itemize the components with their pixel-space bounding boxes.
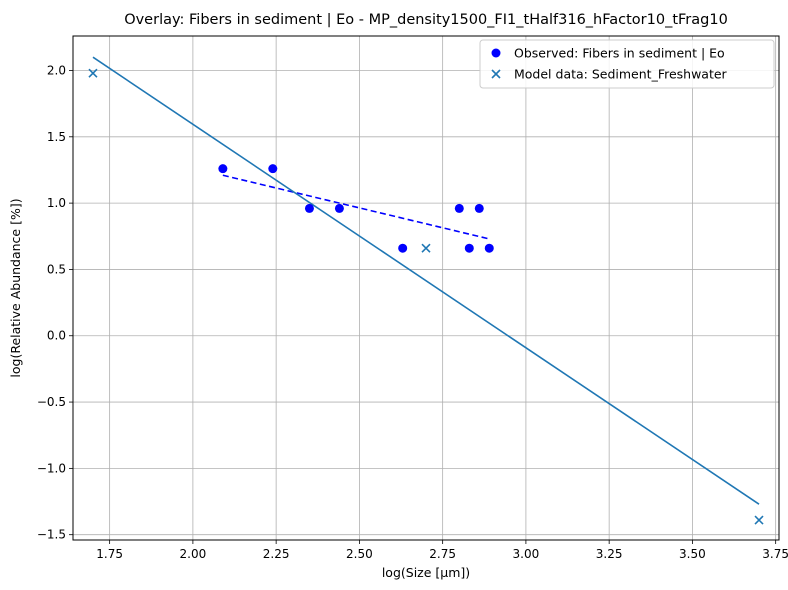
y-tick-label: 1.5 (47, 130, 66, 144)
y-tick-label: 0.5 (47, 262, 66, 276)
plot-frame (72, 35, 780, 541)
x-axis-label: log(Size [µm]) (382, 565, 470, 580)
legend-entry: Observed: Fibers in sediment | Eo (514, 46, 725, 61)
x-tick-label: 1.75 (96, 547, 123, 561)
observed-point (218, 164, 228, 174)
observed-point (454, 203, 464, 213)
model-point (754, 515, 764, 525)
observed-point (304, 203, 314, 213)
observed-point (474, 203, 484, 213)
model-point (88, 68, 98, 78)
x-tick-label: 3.25 (596, 547, 623, 561)
y-tick-label: −1.0 (37, 461, 66, 475)
legend: Observed: Fibers in sediment | Eo Model d… (479, 39, 775, 89)
x-tick-label: 2.00 (180, 547, 207, 561)
x-tick-label: 3.75 (762, 547, 788, 561)
y-tick-label: 2.0 (47, 63, 66, 77)
x-tick-label: 3.00 (513, 547, 540, 561)
observed-point (398, 243, 408, 253)
observed-point (464, 243, 474, 253)
legend-box (479, 39, 775, 89)
model-trend-line (92, 56, 760, 505)
x-tick-label: 2.25 (263, 547, 290, 561)
legend-entry: Model data: Sediment_Freshwater (514, 67, 728, 82)
y-axis-label: log(Relative Abundance [%]) (8, 198, 23, 377)
plot-area (88, 56, 764, 525)
grid (73, 36, 779, 540)
axis-ticks: 1.75 2.00 2.25 2.50 2.75 3.00 3.25 3.50 3.75 −1.5… (37, 63, 788, 561)
model-point (421, 243, 431, 253)
observed-point (484, 243, 494, 253)
y-tick-label: −1.5 (37, 528, 66, 542)
y-tick-label: −0.5 (37, 395, 66, 409)
x-tick-label: 3.50 (679, 547, 706, 561)
x-tick-label: 2.50 (346, 547, 373, 561)
y-tick-label: 1.0 (47, 196, 66, 210)
observed-point (268, 164, 278, 174)
observed-trend-line (222, 174, 490, 240)
chart-title: Overlay: Fibers in sediment | Eo - MP_de… (124, 12, 728, 28)
legend-marker-observed (491, 48, 501, 58)
y-tick-label: 0.0 (47, 329, 66, 343)
x-tick-label: 2.75 (429, 547, 456, 561)
legend-marker-model (491, 69, 501, 79)
observed-point (334, 203, 344, 213)
